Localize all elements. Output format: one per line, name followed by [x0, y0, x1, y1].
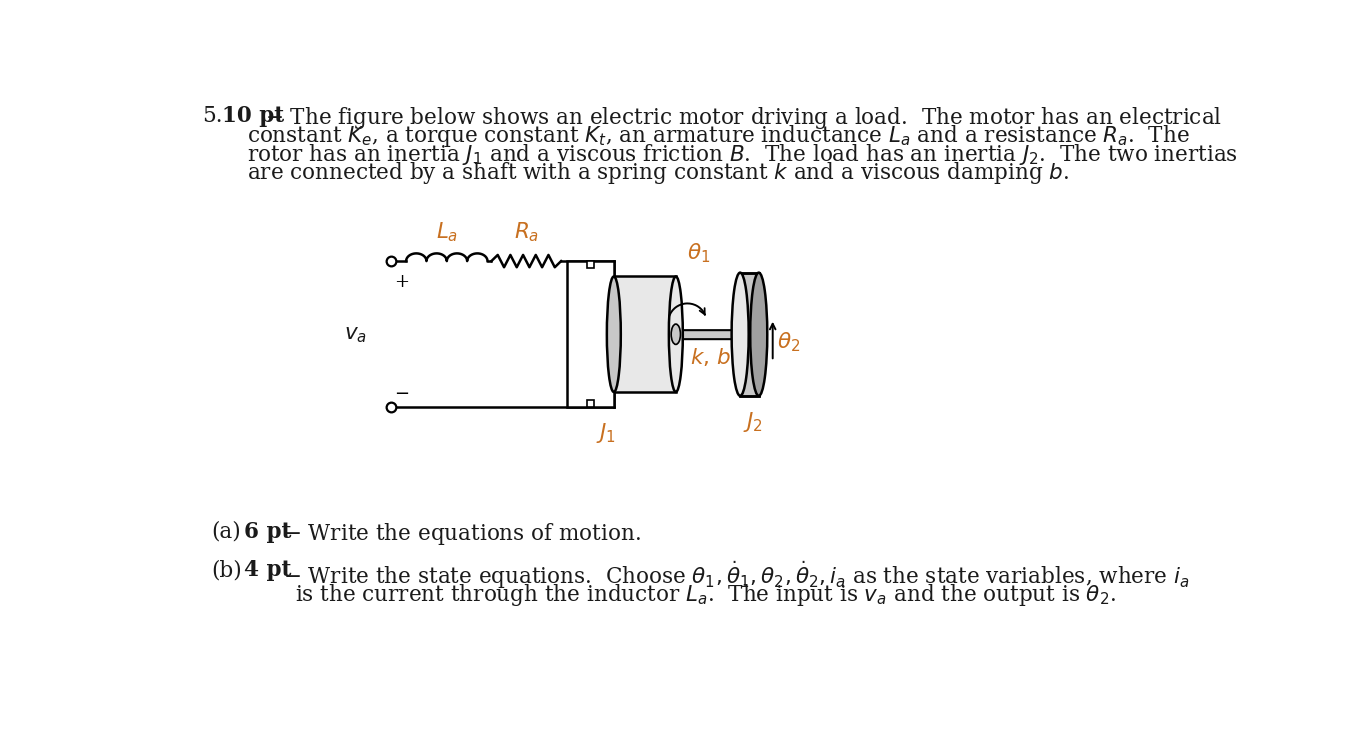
Text: 10 pt: 10 pt	[223, 105, 285, 127]
Bar	[740, 272, 759, 396]
Bar	[676, 329, 737, 339]
Text: $k,\, b$: $k,\, b$	[690, 346, 732, 368]
Text: $-$: $-$	[394, 384, 409, 401]
Bar	[587, 261, 593, 268]
Text: $v_a$: $v_a$	[345, 324, 368, 346]
Text: 4 pt: 4 pt	[244, 559, 292, 581]
Text: $J_2$: $J_2$	[743, 410, 763, 433]
Text: (b): (b)	[212, 559, 242, 581]
Ellipse shape	[669, 277, 683, 392]
Text: $R_a$: $R_a$	[513, 220, 539, 244]
Bar	[587, 400, 593, 408]
Ellipse shape	[671, 324, 680, 344]
Ellipse shape	[607, 277, 621, 392]
Ellipse shape	[750, 272, 767, 396]
Text: constant $K_e$, a torque constant $K_t$, an armature inductance $L_a$ and a resi: constant $K_e$, a torque constant $K_t$,…	[247, 123, 1190, 149]
Text: $L_a$: $L_a$	[436, 220, 458, 244]
Text: $-$ Write the state equations.  Choose $\theta_1, \dot{\theta}_1, \theta_2, \dot: $-$ Write the state equations. Choose $\…	[282, 559, 1190, 591]
Text: $J_1$: $J_1$	[596, 421, 617, 445]
Text: +: +	[395, 274, 410, 291]
Text: (a): (a)	[212, 520, 242, 542]
Text: $-$ The figure below shows an electric motor driving a load.  The motor has an e: $-$ The figure below shows an electric m…	[265, 105, 1222, 131]
Text: rotor has an inertia $J_1$ and a viscous friction $B$.  The load has an inertia : rotor has an inertia $J_1$ and a viscous…	[247, 142, 1238, 167]
Text: 6 pt: 6 pt	[244, 520, 292, 542]
Text: 5.: 5.	[202, 105, 223, 127]
Text: $\theta_1$: $\theta_1$	[687, 242, 710, 265]
Text: are connected by a shaft with a spring constant $k$ and a viscous damping $b$.: are connected by a shaft with a spring c…	[247, 160, 1070, 186]
Text: $-$ Write the equations of motion.: $-$ Write the equations of motion.	[282, 520, 641, 547]
Text: $\theta_2$: $\theta_2$	[777, 330, 801, 354]
Ellipse shape	[732, 272, 748, 396]
Text: is the current through the inductor $L_a$.  The input is $v_a$ and the output is: is the current through the inductor $L_a…	[295, 582, 1116, 608]
Bar	[568, 261, 614, 408]
Bar	[614, 277, 676, 392]
